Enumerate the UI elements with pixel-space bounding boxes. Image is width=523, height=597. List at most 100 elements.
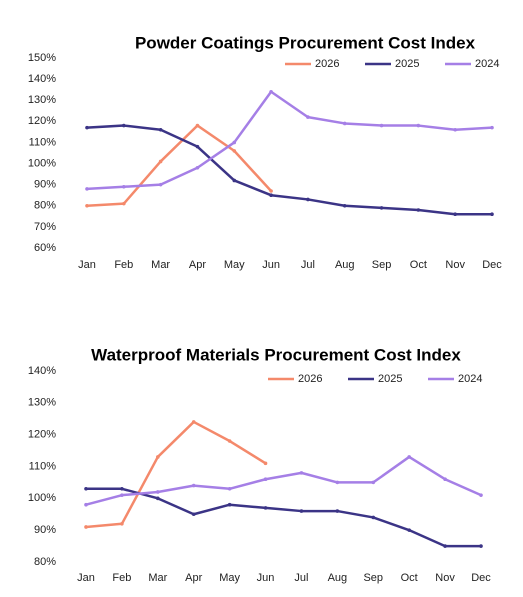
point-marker [407,455,411,459]
point-marker [269,193,273,198]
series-line [85,455,482,506]
point-marker [195,123,200,128]
x-tick-label: May [219,572,240,584]
point-marker [122,123,126,128]
x-tick-label: Aug [328,572,348,584]
y-tick-label: 110% [29,136,57,148]
point-marker [479,544,483,548]
point-marker [443,477,447,482]
x-tick-label: Sep [372,259,392,271]
point-marker [232,149,237,153]
point-marker [306,115,310,119]
point-marker [263,506,268,510]
x-tick-label: Oct [410,259,427,271]
x-tick-label: Jun [262,259,280,271]
point-marker [263,461,268,466]
point-marker [227,439,232,443]
chart-title: Powder Coatings Procurement Cost Index [135,33,476,52]
x-tick-label: Aug [335,259,355,271]
point-marker [122,184,126,189]
point-marker [191,483,196,488]
point-marker [195,144,200,149]
point-marker [371,480,376,485]
x-tick-label: Feb [114,259,133,271]
point-marker [158,159,163,164]
point-marker [269,189,273,193]
point-marker [120,486,124,491]
legend-label: 2024 [458,373,482,385]
series-line [86,90,493,191]
y-tick-label: 120% [28,115,56,127]
point-marker [453,212,457,217]
point-marker [227,502,232,507]
point-marker [416,208,421,212]
x-tick-label: Oct [401,572,418,584]
legend-label: 2024 [475,58,499,70]
chart-title: Waterproof Materials Procurement Cost In… [91,345,461,364]
point-marker [85,125,89,130]
y-tick-label: 70% [34,221,56,233]
point-marker [84,525,88,529]
x-tick-label: Apr [189,259,206,271]
x-tick-label: Mar [148,572,167,584]
x-tick-label: Jan [78,259,96,271]
point-marker [120,493,124,497]
y-tick-label: 80% [34,556,56,568]
legend-label: 2025 [378,373,402,385]
point-marker [269,89,273,94]
point-marker [227,486,232,491]
y-tick-label: 130% [28,94,56,106]
point-marker [263,477,268,482]
x-tick-label: Dec [471,572,491,584]
point-marker [299,509,304,513]
point-marker [379,206,384,210]
point-marker [85,187,89,191]
y-tick-label: 140% [28,365,56,377]
series-line [86,124,492,216]
x-tick-label: May [224,259,245,271]
y-tick-label: 110% [29,460,57,472]
series-line [86,487,481,548]
series-line [86,124,273,208]
y-tick-label: 120% [28,429,56,441]
x-tick-label: Jul [301,259,315,271]
x-tick-label: Sep [363,572,383,584]
point-marker [416,123,421,128]
point-marker [232,140,237,145]
y-tick-label: 100% [28,492,56,504]
point-marker [232,178,237,183]
legend-label: 2026 [315,58,339,70]
y-tick-label: 150% [28,52,56,64]
x-tick-label: Jan [77,572,95,584]
legend-label: 2025 [395,58,419,70]
point-marker [490,212,494,217]
point-marker [122,201,126,206]
x-tick-label: Nov [435,572,455,584]
point-marker [195,165,200,170]
legend-label: 2026 [298,373,322,385]
x-tick-label: Mar [151,259,170,271]
point-marker [443,544,447,548]
point-marker [158,182,163,187]
point-marker [156,455,160,459]
point-marker [85,203,89,208]
y-tick-label: 100% [28,157,56,169]
point-marker [84,502,88,507]
point-marker [342,203,347,208]
x-tick-label: Jun [257,572,275,584]
y-tick-label: 60% [34,242,56,254]
y-tick-label: 90% [34,524,56,536]
x-tick-label: Jul [294,572,308,584]
point-marker [371,515,376,520]
point-marker [407,528,411,532]
point-marker [490,125,494,130]
x-tick-label: Dec [482,259,502,271]
point-marker [156,496,160,501]
point-marker [84,486,88,491]
x-tick-label: Feb [112,572,131,584]
point-marker [335,480,340,485]
x-tick-label: Nov [445,259,465,271]
point-marker [342,121,347,126]
